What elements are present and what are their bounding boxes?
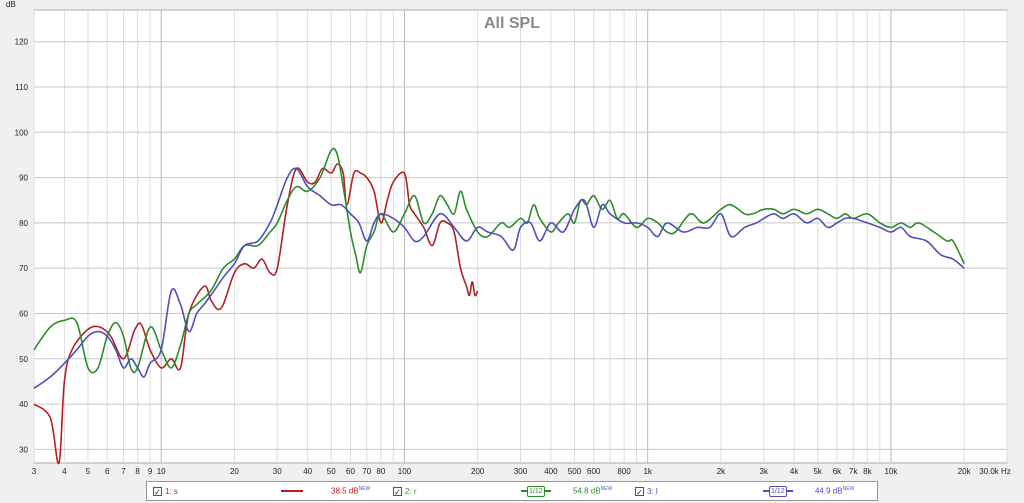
y-tick-label: 30 [19,445,28,454]
x-tick-label: 50 [327,467,336,476]
legend-name: 3: l [647,486,658,496]
line-swatch-icon [281,490,303,492]
x-tick-label: 10k [884,467,898,476]
x-tick-label: 600 [587,467,601,476]
smoothing-label: 1/12 [769,485,787,497]
x-tick-label: 5 [86,467,91,476]
y-tick-label: 110 [15,83,28,92]
x-tick-label: 300 [514,467,528,476]
x-tick-label: 30 [273,467,282,476]
legend-name: 1: s [165,486,178,496]
y-tick-label: 40 [19,400,28,409]
series-line-2 [33,147,965,374]
x-tick-label: 70 [362,467,371,476]
legend-swatch-1 [281,482,303,500]
smoothing-indicator-2: 1/12 [521,482,551,500]
y-tick-label: 100 [15,128,29,137]
level-value: 44.9 dB [815,486,843,496]
legend-level-3: 44.9 dBNEW [815,482,854,500]
y-tick-label: 50 [19,355,28,364]
x-tick-label: 400 [544,467,558,476]
checkbox-icon[interactable]: ✓ [393,486,402,497]
x-tick-label: 10 [157,467,166,476]
x-tick-label: 30.0k Hz [979,467,1011,476]
series-lines [33,147,965,464]
checkbox-icon[interactable]: ✓ [153,486,162,497]
series-line-3 [33,167,965,389]
legend-item-3[interactable]: ✓ 3: l [635,482,664,500]
legend-name: 2: r [405,486,417,496]
y-tick-label: 120 [15,38,29,47]
y-tick-label: 80 [19,219,28,228]
x-axis: 3 4 5 6 7 8 9 10 20 30 40 50 60 70 80 100 200 300 400 500 60… [32,467,1011,476]
x-tick-label: 4 [62,467,67,476]
checkbox-icon[interactable]: ✓ [635,486,644,497]
spl-chart: 30 40 50 60 70 80 90 100 110 120 3 4 5 6 7 8 9 10 20 30 40 5… [6,0,1011,476]
x-tick-label: 6 [105,467,110,476]
x-tick-label: 3 [32,467,37,476]
legend-level-2: 54.8 dBNEW [573,482,612,500]
y-tick-label: 70 [19,264,28,273]
smoothing-indicator-3: 1/12 [763,482,793,500]
level-value: 38.5 dB [331,486,359,496]
x-tick-label: 4k [790,467,799,476]
x-tick-label: 20k [958,467,972,476]
legend-item-2[interactable]: ✓ 2: r [393,482,423,500]
level-value: 54.8 dB [573,486,601,496]
x-tick-label: 3k [760,467,769,476]
x-tick-label: 60 [346,467,355,476]
x-tick-label: 1k [643,467,652,476]
y-tick-label: 90 [19,174,28,183]
y-axis-label: dB [6,0,16,9]
y-axis: 30 40 50 60 70 80 90 100 110 120 [15,38,29,455]
smoothing-label: 1/12 [527,485,545,497]
x-tick-label: 6k [833,467,842,476]
new-tag: NEW [842,486,855,493]
x-tick-label: 7 [121,467,126,476]
x-tick-label: 100 [398,467,412,476]
x-tick-label: 500 [568,467,582,476]
x-tick-label: 2k [717,467,726,476]
x-tick-label: 200 [471,467,485,476]
series-line-1 [33,163,479,464]
x-tick-label: 800 [617,467,631,476]
new-tag: NEW [358,486,371,493]
x-tick-label: 8k [863,467,872,476]
legend-item-1[interactable]: ✓ 1: s [153,482,184,500]
x-tick-label: 40 [303,467,312,476]
x-tick-label: 80 [376,467,385,476]
x-tick-label: 7k [849,467,858,476]
x-tick-label: 9 [148,467,153,476]
new-tag: NEW [600,486,613,493]
x-tick-label: 5k [813,467,822,476]
x-tick-label: 8 [135,467,140,476]
y-tick-label: 60 [19,310,28,319]
x-tick-label: 20 [230,467,239,476]
chart-title: All SPL [484,15,540,32]
legend-level-1: 38.5 dBNEW [331,482,370,500]
legend: ✓ 1: s 38.5 dBNEW ✓ 2: r 1/12 54.8 dBNEW… [146,481,878,501]
